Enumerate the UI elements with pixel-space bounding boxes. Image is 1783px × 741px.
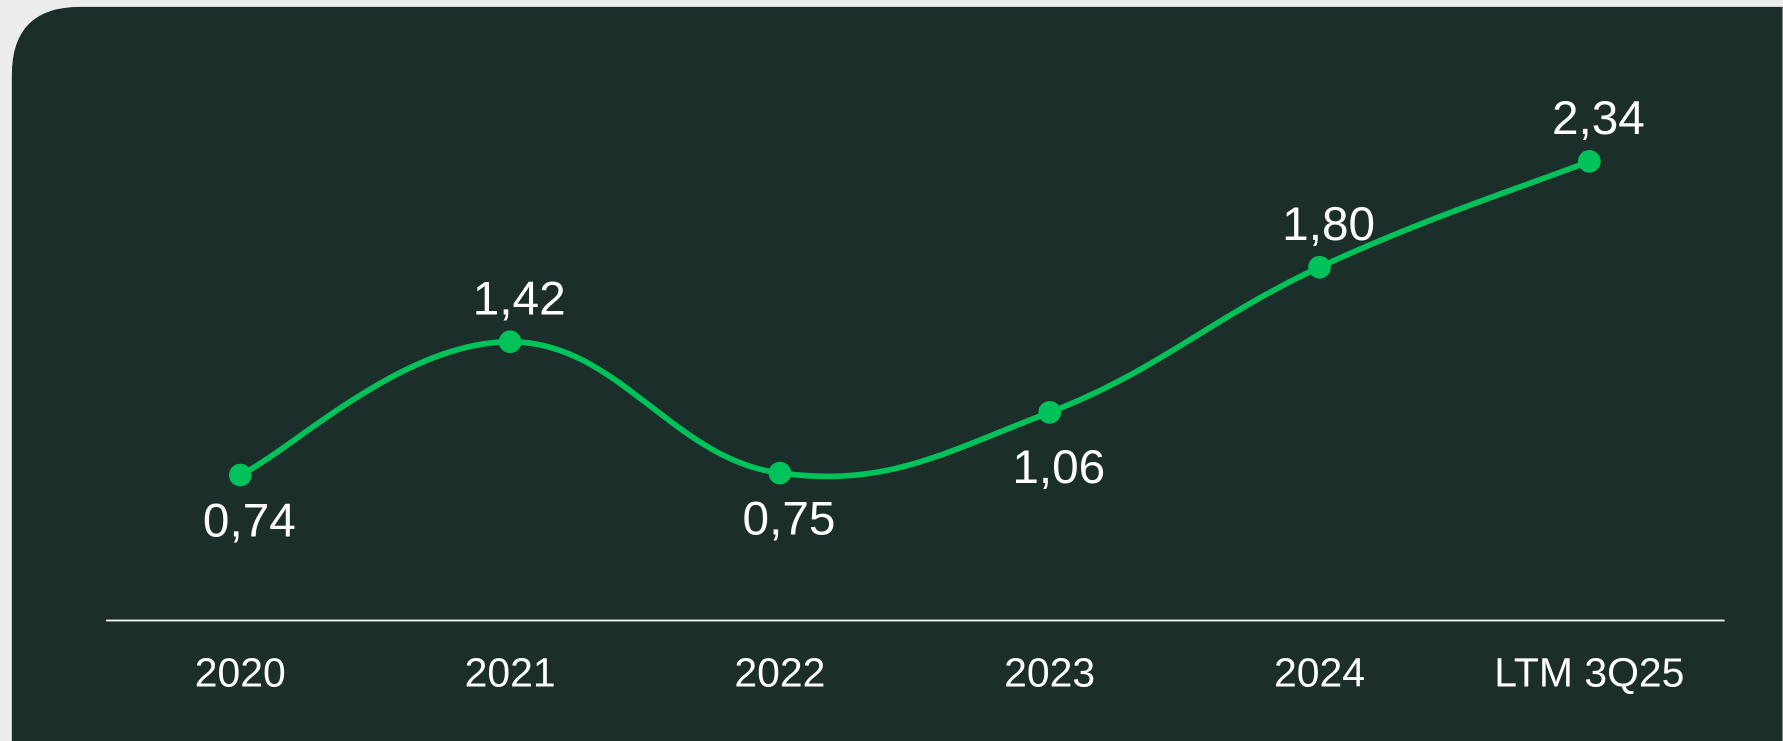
x-tick-label: 2022 [734, 649, 825, 695]
value-label: 0,75 [743, 492, 836, 545]
point [498, 330, 522, 354]
point [1038, 400, 1062, 424]
value-label: 1,80 [1282, 198, 1375, 251]
point [1308, 255, 1331, 279]
point [768, 461, 792, 485]
x-tick-label: 2023 [1004, 649, 1095, 695]
value-label: 1,06 [1012, 441, 1105, 494]
value-label: 1,42 [473, 272, 566, 325]
x-tick-label: 2020 [195, 649, 286, 695]
value-label: 0,74 [203, 494, 296, 547]
point [1577, 150, 1601, 173]
panel [11, 6, 1783, 741]
x-tick-label: 2024 [1274, 649, 1365, 695]
x-tick-label: 2021 [465, 649, 556, 695]
point [228, 463, 252, 487]
line [237, 158, 1593, 480]
value-label: 2,34 [1552, 92, 1645, 145]
x-tick-label: LTM 3Q25 [1494, 649, 1684, 695]
